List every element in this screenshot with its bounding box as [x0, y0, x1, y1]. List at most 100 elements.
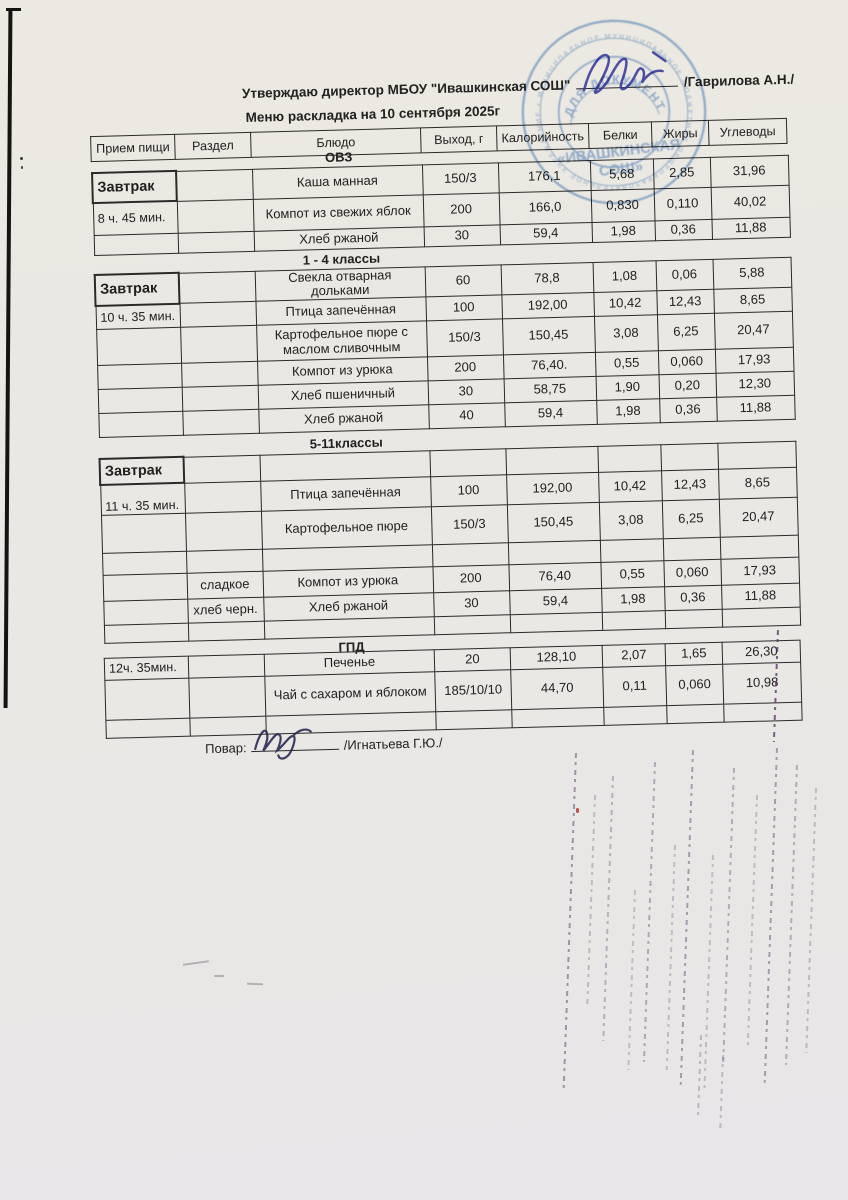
cell-out [433, 614, 511, 635]
cell-meal [102, 572, 188, 601]
cell-fat: 12,43 [661, 468, 719, 501]
cell-dish: Картофельное пюре [260, 506, 432, 549]
cell-out: 30 [433, 590, 510, 617]
cell-out [431, 542, 509, 567]
cell-dish: Компот из свежих яблок [252, 194, 424, 231]
cell-kcal [505, 445, 599, 475]
cell-carbs: 8,65 [713, 287, 792, 314]
cell-dish: Хлеб ржаной [258, 405, 429, 434]
cell-dish: Хлеб ржаной [253, 226, 425, 251]
cell-razdel [187, 620, 265, 641]
cell-carbs [721, 606, 801, 627]
cell-out: 200 [422, 192, 500, 227]
menu-table-1-4: Завтрак Свекла отварная дольками 60 78,8 1,0… [94, 256, 796, 439]
cell-razdel [176, 198, 254, 233]
cell-protein: 1,08 [592, 260, 657, 293]
school-stamp: МУНИЦИПАЛЬНОЕ БЮДЖЕТНОЕ ОБЩЕОБРАЗОВАТЕЛЬ… [506, 4, 707, 205]
cell-dish: Птица запечённая [260, 476, 431, 511]
cell-fat [660, 442, 719, 471]
cell-dish: Чай с сахаром и яблоком [264, 671, 436, 717]
cell-meal [103, 598, 188, 625]
cell-fat: 0,060 [665, 664, 724, 706]
cell-fat: 6,25 [656, 313, 715, 352]
cell-protein: 2,07 [602, 643, 666, 668]
cell-carbs: 10,98 [722, 662, 802, 705]
cell-protein: 1,98 [591, 220, 656, 242]
cell-kcal: 44,70 [510, 667, 604, 710]
cell-razdel [179, 301, 257, 328]
cell-razdel: сладкое [186, 570, 264, 599]
cell-meal [103, 622, 189, 643]
cell-protein: 0,11 [602, 665, 667, 708]
cell-dish [263, 616, 435, 639]
cell-kcal: 78,8 [500, 261, 594, 296]
cell-out [435, 709, 513, 730]
red-speck [576, 808, 579, 813]
cell-carbs: 11,88 [721, 582, 800, 609]
cell-kcal: 150,45 [502, 316, 595, 356]
ink-speck [20, 157, 23, 160]
cell-protein: 3,08 [593, 315, 658, 353]
cell-razdel [181, 361, 258, 388]
approval-line: Утверждаю директор МБОУ "Ивашкинская СОШ… [242, 51, 795, 101]
cell-carbs [719, 534, 799, 559]
cell-carbs: 11,88 [716, 395, 795, 422]
cell-kcal [509, 611, 603, 633]
cook-label: Повар: [204, 740, 247, 757]
cell-razdel [176, 168, 253, 201]
ink-speck [21, 166, 23, 169]
cell-razdel [182, 409, 259, 436]
cell-protein: 3,08 [598, 500, 663, 540]
cell-carbs: 5,88 [712, 256, 792, 290]
cell-razdel [178, 270, 256, 304]
cell-fat: 0,06 [655, 258, 714, 292]
cell-meal [97, 363, 182, 390]
cell-razdel [185, 548, 263, 573]
cell-out: 150/3 [421, 162, 499, 195]
cell-kcal: 192,00 [501, 292, 594, 320]
cell-out: 150/3 [430, 504, 508, 545]
cell-kcal: 59,4 [509, 587, 602, 615]
cell-meal [101, 512, 186, 553]
cell-fat: 6,25 [661, 498, 720, 539]
cell-meal [97, 387, 183, 414]
cell-razdel [188, 654, 265, 679]
cell-protein [599, 538, 664, 562]
cell-dish: Каша манная [252, 164, 423, 199]
cell-razdel: хлеб черн. [187, 596, 264, 623]
cell-razdel [177, 230, 255, 253]
cell-razdel [184, 510, 262, 551]
cell-meal [102, 550, 187, 575]
cell-out: 200 [432, 564, 510, 593]
cell-carbs: 17,93 [720, 556, 800, 585]
cell-meal [93, 232, 179, 256]
cell-carbs: 20,47 [718, 496, 798, 537]
cook-signature-line [251, 728, 340, 760]
cell-out: 30 [427, 379, 505, 406]
cell-fat: 0,36 [654, 218, 712, 241]
cell-meal [104, 678, 190, 721]
cell-meal: 11 ч. 35 мин. [100, 482, 185, 515]
cell-out: 40 [428, 403, 505, 430]
cell-out: 100 [430, 474, 507, 507]
cell-protein: 1,98 [601, 586, 665, 612]
cell-carbs: 17,93 [714, 347, 794, 374]
cell-protein [597, 444, 662, 472]
director-signature-line [576, 51, 679, 94]
cell-kcal: 192,00 [506, 471, 599, 505]
cell-protein: 10,42 [593, 291, 657, 317]
cell-carbs: 40,02 [710, 184, 790, 219]
menu-title: Меню раскладка на 10 сентября 2025г [245, 103, 501, 126]
cell-protein: 0,55 [600, 560, 665, 588]
cell-kcal: 58,75 [503, 376, 597, 404]
cell-fat: 0,36 [659, 397, 717, 424]
cell-fat: 0,060 [663, 558, 722, 587]
cook-name: /Игнатьева Г.Ю./ [343, 735, 443, 753]
cell-protein [601, 610, 666, 630]
cell-meal: Завтрак [99, 456, 185, 485]
cell-kcal: 76,40 [508, 561, 602, 591]
cell-out: 100 [425, 295, 503, 322]
cell-meal [105, 718, 191, 739]
menu-table-gpd: 12ч. 35мин. Печенье 20 128,10 2,07 1,65 26,30 Ч… [104, 640, 803, 739]
